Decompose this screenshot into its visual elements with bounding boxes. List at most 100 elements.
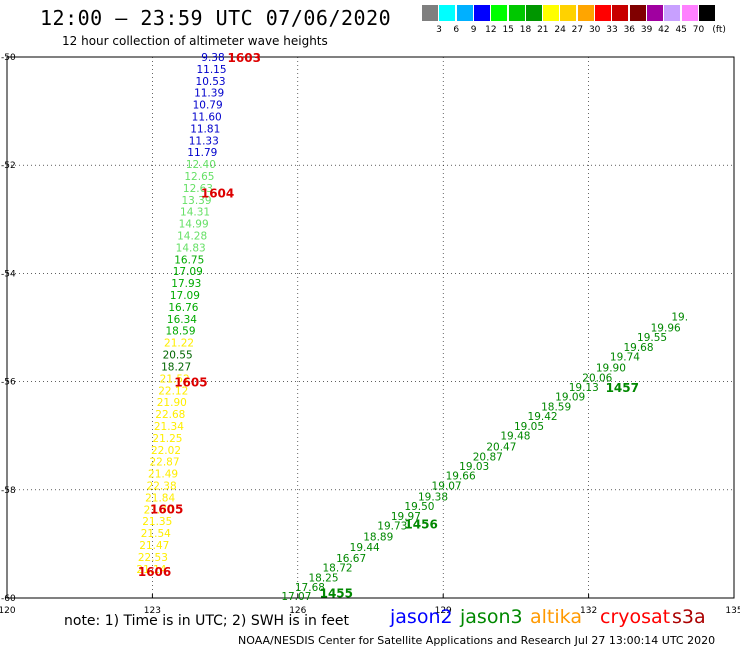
wave-height-label: 19.13 <box>569 382 599 394</box>
wave-height-label: 19.97 <box>391 511 421 523</box>
wave-height-label: 19.48 <box>500 431 530 443</box>
wave-height-label: 11.15 <box>196 64 226 76</box>
wave-height-label: 16.75 <box>174 254 204 266</box>
wave-height-label: 19.05 <box>514 421 544 433</box>
time-label: 1606 <box>138 565 171 579</box>
wave-height-label: 21.49 <box>148 469 178 481</box>
color-scale-tick-label: 39 <box>640 25 653 35</box>
satellite-label-cryosat: cryosat <box>600 606 671 628</box>
color-swatch <box>595 5 611 21</box>
wave-height-label: 22.38 <box>147 480 177 492</box>
color-scale-tick-label: 3 <box>436 25 442 35</box>
wave-height-label: 20.87 <box>473 451 503 463</box>
wave-height-label: 16.34 <box>167 314 197 326</box>
color-scale-tick-label: 33 <box>606 25 618 35</box>
wave-height-label: 21.70 <box>144 504 174 516</box>
wave-height-label: 11.60 <box>192 112 222 124</box>
y-tick-label: -54 <box>1 269 16 279</box>
color-swatch <box>612 5 629 21</box>
color-scale-tick-label: 70 <box>692 25 705 35</box>
wave-height-label: 21.22 <box>164 338 194 350</box>
time-label: 1603 <box>228 51 261 65</box>
satellite-label-jason3: jason3 <box>460 606 523 628</box>
color-swatch <box>543 5 560 21</box>
wave-height-label: 14.28 <box>177 231 207 243</box>
wave-height-label: 18.59 <box>165 326 195 338</box>
wave-height-label: 21.90 <box>157 397 187 409</box>
time-label: 1457 <box>606 381 639 395</box>
color-scale-tick-label: 24 <box>554 25 566 35</box>
wave-height-label: 21.84 <box>145 492 175 504</box>
wave-height-label: 16.76 <box>168 302 198 314</box>
wave-height-label: 20.47 <box>486 442 516 454</box>
wave-height-label: 19.55 <box>637 332 667 344</box>
color-scale-tick-label: 15 <box>502 25 514 35</box>
wave-height-label: 16.67 <box>336 553 366 565</box>
wave-height-label: 12.63 <box>183 183 213 195</box>
wave-height-label: 14.83 <box>176 242 206 254</box>
wave-height-label: 12.40 <box>186 159 216 171</box>
color-swatch <box>664 5 681 21</box>
color-scale-tick-label: 9 <box>470 25 477 35</box>
wave-height-label: 19.74 <box>610 352 640 364</box>
x-tick-label: 135 <box>725 606 740 616</box>
color-swatch <box>577 5 594 21</box>
color-scale-tick-label: 45 <box>675 25 687 35</box>
wave-height-label: 19.09 <box>555 392 585 404</box>
wave-height-label: 11.39 <box>194 88 224 100</box>
wave-height-label: 14.31 <box>180 207 210 219</box>
wave-height-label: 19.73 <box>377 521 407 533</box>
color-scale-tick-label: 30 <box>588 25 601 35</box>
wave-height-label: 22.12 <box>158 385 188 397</box>
x-tick-label: 120 <box>0 606 16 616</box>
y-tick-label: -52 <box>1 161 16 171</box>
time-label: 1604 <box>201 186 234 200</box>
color-swatch <box>491 5 508 21</box>
satellite-label-altika: altika <box>530 606 582 628</box>
wave-height-label: 17.68 <box>295 582 325 594</box>
wave-height-label: 12.65 <box>184 171 214 183</box>
wave-height-label: 18.27 <box>161 361 191 373</box>
wave-height-label: 17.93 <box>171 278 201 290</box>
wave-height-label: 11.81 <box>190 123 220 135</box>
x-tick-label: 126 <box>289 606 306 616</box>
wave-height-label: 21.34 <box>154 421 184 433</box>
wave-height-label: 20.55 <box>163 350 193 362</box>
wave-height-label: 19.42 <box>528 411 558 423</box>
color-swatch <box>525 5 542 21</box>
wave-height-label: 18.89 <box>363 531 393 543</box>
wave-height-label: 21.47 <box>139 540 169 552</box>
wave-height-label: 20.06 <box>582 372 612 384</box>
color-swatch <box>681 5 698 21</box>
time-label: 1605 <box>150 503 183 517</box>
wave-height-label: 22.87 <box>149 457 179 469</box>
y-tick-label: -50 <box>1 53 16 63</box>
wave-height-label: 19.66 <box>446 471 476 483</box>
wave-height-label: 19.90 <box>596 363 626 375</box>
color-swatch <box>508 5 525 21</box>
wave-height-label: 10.79 <box>193 100 223 112</box>
wave-height-label: 19. <box>671 312 688 324</box>
color-swatch <box>629 5 646 21</box>
x-tick-label: 132 <box>580 606 597 616</box>
wave-height-label: 17.09 <box>173 266 203 278</box>
wave-height-label: 19.44 <box>350 542 380 554</box>
wave-height-label: 18.59 <box>541 401 571 413</box>
wave-height-label: 19.68 <box>623 342 653 354</box>
wave-height-label: 21.35 <box>142 516 172 528</box>
wave-height-label: 19.07 <box>432 480 462 492</box>
chart-subtitle: 12 hour collection of altimeter wave hei… <box>62 34 328 48</box>
x-tick-label: 129 <box>435 606 452 616</box>
wave-height-label: 21.52 <box>160 373 190 385</box>
wave-height-label: 22.02 <box>151 445 181 457</box>
color-swatch <box>698 5 715 21</box>
time-label: 1455 <box>320 587 353 601</box>
y-tick-label: -56 <box>1 378 16 388</box>
color-swatch <box>456 5 473 21</box>
wave-height-label: 11.79 <box>187 147 217 159</box>
wave-height-label: 21.25 <box>152 433 182 445</box>
footer-note: note: 1) Time is in UTC; 2) SWH is in fe… <box>64 613 350 629</box>
color-scale-tick-label: 42 <box>658 25 670 35</box>
wave-height-label: 22.68 <box>155 409 185 421</box>
